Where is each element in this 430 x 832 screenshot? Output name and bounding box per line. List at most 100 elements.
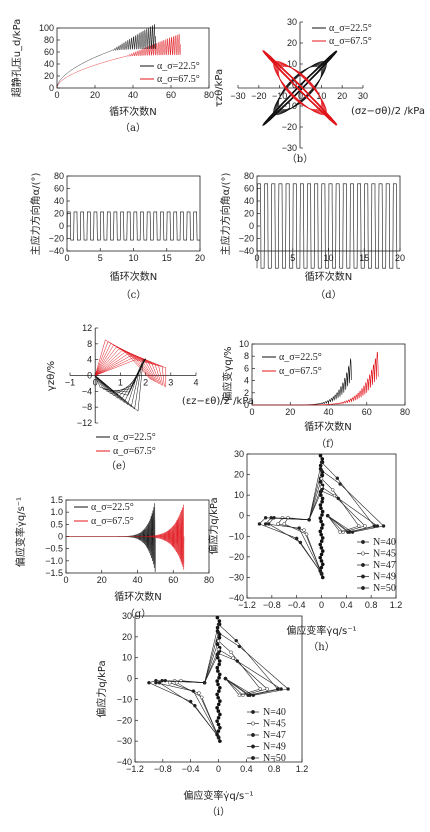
panel-c-ylabel: 主应力方向角α/(°) — [29, 173, 42, 256]
panel-d-ytick-label: 40 — [244, 196, 254, 206]
panel-i-point — [200, 695, 204, 700]
panel-i-marker — [216, 702, 221, 707]
panel-h-marker — [320, 509, 325, 514]
panel-a-ylabel: 超静孔压u_d/kPa — [10, 19, 23, 98]
panel-f-ylabel: 偏应变γq/% — [221, 346, 234, 401]
panel-i-point — [246, 693, 250, 698]
panel-g-series-2 — [66, 504, 185, 570]
panel-h-legend-label: N=47 — [373, 560, 396, 571]
panel-a-ytick-label: 100 — [39, 23, 54, 33]
panel-b-ytick-label: 30 — [287, 17, 297, 27]
panel-f-series-2 — [252, 351, 379, 406]
panel-e-ytick-label: 4 — [87, 355, 92, 365]
panel-h-marker — [318, 503, 323, 507]
panel-h-point — [302, 528, 306, 532]
panel-c-ytick-label: −20 — [49, 234, 64, 244]
panel-e-ytick-label: 8 — [87, 339, 92, 349]
panel-i-marker — [215, 692, 219, 697]
panel-h-caption: （h） — [308, 641, 334, 653]
panel-e-ytick-label: −12 — [77, 418, 92, 428]
panel-h-ytick-label: −20 — [229, 552, 244, 562]
panel-i-marker — [216, 695, 220, 700]
panel-d-ytick-label: −20 — [239, 234, 254, 244]
panel-h-marker — [318, 529, 323, 534]
panel-i-ylabel: 偏应力q/kPa — [95, 660, 108, 717]
panel-d-ytick-label: −40 — [239, 246, 254, 256]
panel-g-series-1 — [66, 503, 156, 573]
panel-b-xtick-label: 0 — [298, 91, 303, 101]
panel-b-legend-label: α_σ=22.5° — [329, 23, 372, 34]
panel-i-ytick-label: 30 — [122, 611, 132, 621]
panel-h-marker — [319, 546, 324, 550]
panel-g-ytick-label: −0.5 — [45, 544, 63, 554]
panel-h-marker — [320, 575, 325, 580]
panel-e-black-path — [95, 358, 146, 412]
panel-e-red-path — [94, 346, 157, 383]
panel-b-ylabel: τzθ/kPa — [214, 69, 225, 107]
panel-h-point — [319, 468, 324, 473]
panel-d-ytick-label: 20 — [244, 209, 254, 219]
panel-g-ytick-label: 1.5 — [50, 495, 63, 505]
panel-e-black-path — [95, 358, 146, 406]
panel-b-ytick-label: −30 — [282, 143, 297, 153]
panel-h-point — [319, 571, 324, 576]
panel-h-point — [325, 513, 330, 518]
panel-i-loop-4 — [176, 640, 261, 738]
panel-i-ytick-label: −30 — [117, 736, 132, 746]
panel-i-point — [234, 638, 238, 643]
panel-h-point — [272, 516, 276, 520]
panel-i-ytick-label: −40 — [117, 757, 132, 767]
panel-c-ytick-label: 0 — [59, 221, 64, 231]
panel-i-point — [286, 687, 290, 691]
panel-i-point — [237, 693, 242, 698]
panel-c-ytick-label: 20 — [54, 209, 64, 219]
panel-h-marker — [319, 552, 324, 557]
panel-e-red-path — [95, 359, 167, 388]
panel-a-xlabel: 循环次数N — [109, 105, 156, 118]
panel-b-xtick-label: −10 — [272, 91, 287, 101]
panel-e-ytick-label: −4 — [82, 386, 92, 396]
panel-c-xtick-label: 10 — [128, 253, 138, 263]
panel-h-point — [304, 532, 309, 536]
panel-f-ytick-label: 0 — [244, 400, 249, 410]
panel-i-marker — [218, 699, 222, 703]
panel-h-legend-label: N=45 — [373, 549, 396, 560]
panel-h-point — [298, 540, 303, 545]
panel-a-ytick-label: 0 — [49, 83, 54, 93]
panel-i-xtick-label: 1.2 — [296, 764, 309, 774]
panel-e-xtick-label: 2 — [143, 378, 148, 388]
panel-b-loop-2 — [278, 66, 322, 110]
panel-h-point — [357, 524, 361, 528]
panel-i-point — [168, 680, 172, 685]
panel-e-black-path — [95, 358, 146, 410]
panel-i-marker — [217, 662, 221, 667]
panel-d-caption: （d） — [315, 289, 341, 301]
panel-b-loop-1 — [278, 66, 322, 110]
panel-e-red-path — [95, 350, 160, 384]
panel-i-marker — [217, 619, 222, 623]
panel-i-point — [216, 647, 221, 652]
panel-i-marker — [215, 679, 220, 683]
panel-i-point — [197, 691, 201, 695]
panel-i-marker — [216, 729, 221, 733]
panel-a-legend-label: α_σ=22.5° — [157, 61, 200, 72]
panel-f-frame — [251, 343, 406, 406]
panel-i-marker — [216, 722, 221, 727]
panel-h-ytick-label: −10 — [229, 531, 244, 541]
panel-i-marker — [218, 712, 222, 717]
panel-b-legend-label: α_σ=67.5° — [329, 36, 372, 47]
panel-i-point — [175, 680, 179, 685]
panel-i-marker — [215, 719, 219, 723]
panel-i-marker — [218, 685, 222, 690]
panel-i-xlabel: 偏应变率γ̇q/s⁻¹ — [183, 789, 253, 802]
panel-h-legend-label: N=50 — [373, 583, 396, 594]
panel-c-ytick-label: −40 — [49, 246, 64, 256]
panel-h-marker — [318, 542, 323, 547]
panel-i-marker — [216, 669, 220, 673]
panel-g-xtick-label: 40 — [132, 575, 142, 585]
panel-i-marker — [218, 739, 222, 743]
panel-e-red-path — [95, 348, 158, 384]
panel-h-marker — [320, 526, 324, 530]
panel-i-legend-marker — [251, 744, 255, 749]
panel-b-loop-1 — [273, 60, 327, 116]
